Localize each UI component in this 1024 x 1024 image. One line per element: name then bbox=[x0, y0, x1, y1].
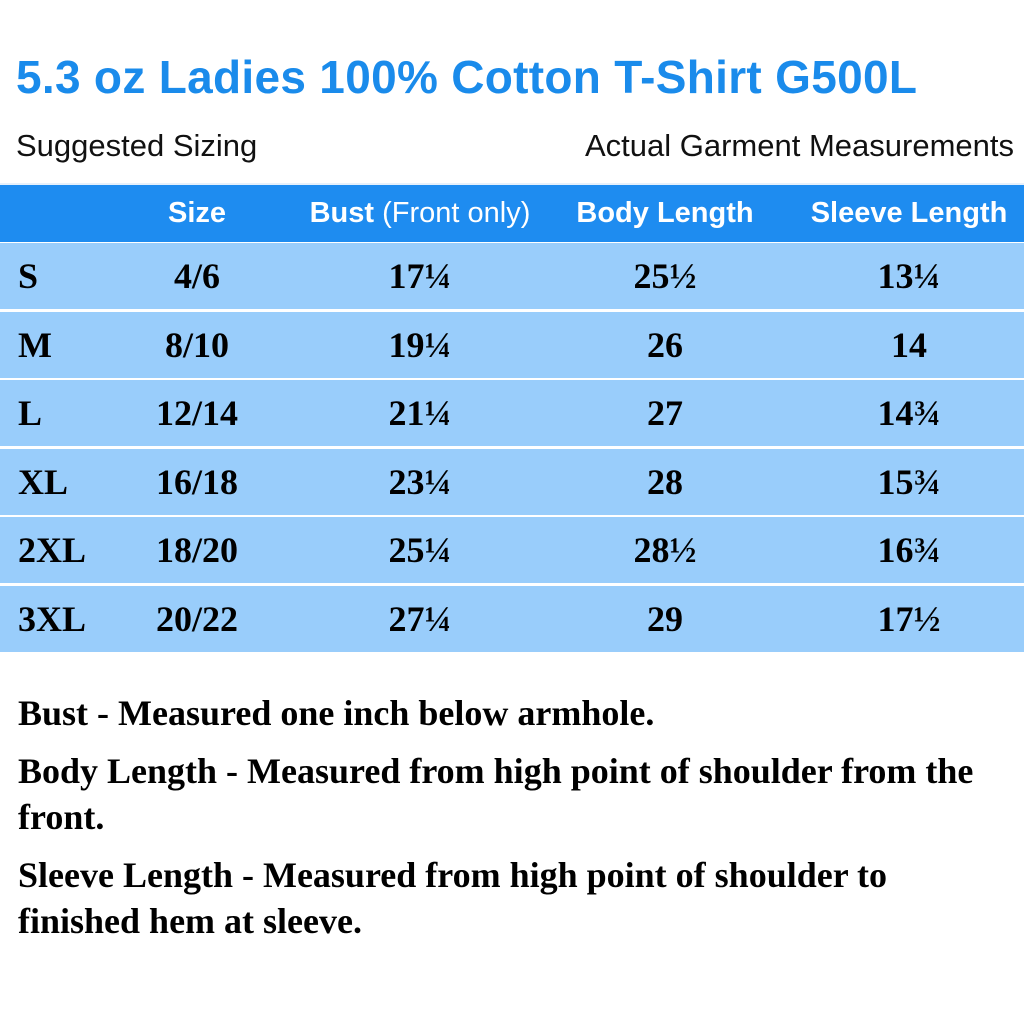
table-row: 2XL 18/20 25¼ 28½ 16¾ bbox=[0, 517, 1024, 583]
header-bust-note: (Front only) bbox=[382, 197, 531, 229]
cell-sleeve-length: 16¾ bbox=[877, 530, 941, 570]
cell-label: XL bbox=[18, 461, 69, 502]
header-body-length: Body Length bbox=[576, 197, 754, 229]
header-sleeve-length: Sleeve Length bbox=[810, 197, 1008, 229]
cell-sleeve-length: 15¾ bbox=[877, 461, 941, 502]
cell-size: 20/22 bbox=[155, 598, 239, 639]
cell-label: L bbox=[18, 393, 43, 433]
cell-body-length: 28 bbox=[647, 461, 683, 502]
table-row: L 12/14 21¼ 27 14¾ bbox=[0, 380, 1024, 446]
cell-bust: 17¼ bbox=[388, 256, 452, 296]
cell-body-length: 29 bbox=[647, 598, 683, 639]
header-bust-label: Bust bbox=[309, 197, 375, 229]
table-row: S 4/6 17¼ 25½ 13¼ bbox=[0, 243, 1024, 309]
cell-sleeve-length: 17½ bbox=[877, 598, 941, 639]
header-bust: Bust (Front only) bbox=[310, 185, 531, 242]
cell-size: 12/14 bbox=[155, 393, 239, 433]
table-row: M 8/10 19¼ 26 14 bbox=[0, 311, 1024, 378]
note-sleeve-length: Sleeve Length - Measured from high point… bbox=[18, 855, 888, 941]
header-size: Size bbox=[167, 197, 227, 229]
cell-sleeve-length: 14¾ bbox=[877, 393, 941, 433]
cell-sleeve-length: 14 bbox=[891, 324, 927, 365]
cell-label: 3XL bbox=[18, 598, 87, 639]
cell-label: 2XL bbox=[18, 530, 87, 570]
cell-label: M bbox=[18, 324, 52, 365]
suggested-sizing-label: Suggested Sizing bbox=[16, 128, 258, 163]
note-body-length: Body Length - Measured from high point o… bbox=[18, 751, 974, 837]
cell-bust: 25¼ bbox=[388, 530, 452, 570]
cell-bust: 27¼ bbox=[388, 598, 452, 639]
cell-body-length: 27 bbox=[647, 393, 683, 433]
cell-label: S bbox=[18, 256, 39, 296]
actual-measurements-label: Actual Garment Measurements bbox=[584, 128, 1014, 163]
cell-size: 16/18 bbox=[155, 461, 239, 502]
cell-bust: 21¼ bbox=[388, 393, 452, 433]
page-title: 5.3 oz Ladies 100% Cotton T-Shirt G500L bbox=[16, 51, 918, 103]
cell-body-length: 25½ bbox=[633, 256, 697, 296]
cell-size: 4/6 bbox=[173, 256, 221, 296]
note-bust: Bust - Measured one inch below armhole. bbox=[18, 693, 655, 733]
cell-size: 18/20 bbox=[155, 530, 239, 570]
cell-bust: 19¼ bbox=[388, 324, 452, 365]
table-header: Size Bust (Front only) Body Length Sleev… bbox=[0, 183, 1024, 242]
cell-sleeve-length: 13¼ bbox=[877, 256, 941, 296]
cell-size: 8/10 bbox=[164, 324, 230, 365]
cell-bust: 23¼ bbox=[388, 461, 452, 502]
table-row: XL 16/18 23¼ 28 15¾ bbox=[0, 448, 1024, 515]
cell-body-length: 28½ bbox=[633, 530, 697, 570]
cell-body-length: 26 bbox=[647, 324, 683, 365]
table-row: 3XL 20/22 27¼ 29 17½ bbox=[0, 585, 1024, 652]
